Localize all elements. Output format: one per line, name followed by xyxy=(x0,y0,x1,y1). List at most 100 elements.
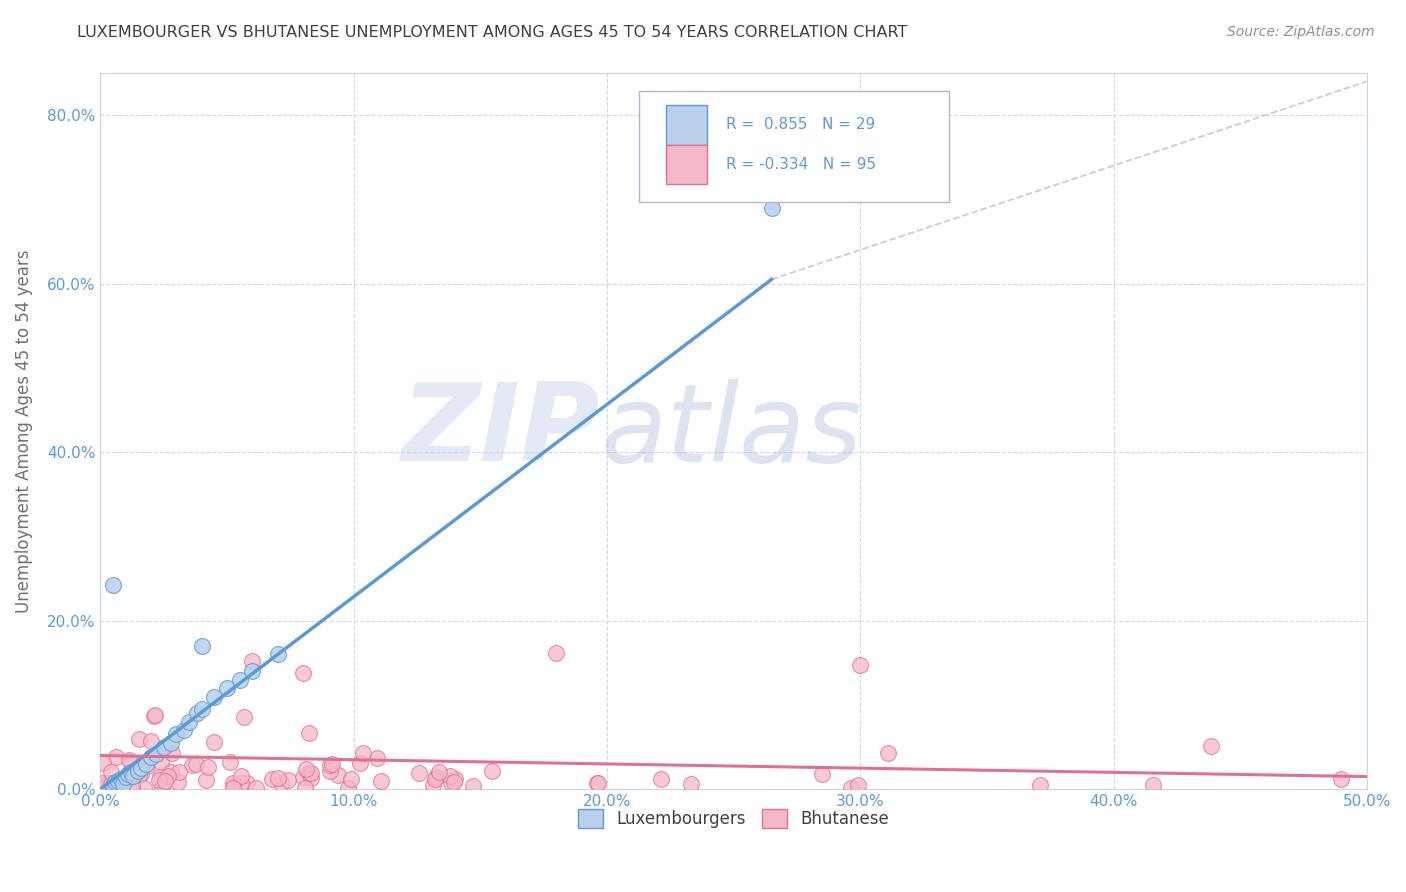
Point xyxy=(292,770,315,784)
Point xyxy=(149,756,172,770)
Point xyxy=(422,779,444,793)
Point xyxy=(127,764,149,778)
Point xyxy=(352,746,374,760)
Point xyxy=(157,769,180,783)
Point xyxy=(222,776,245,790)
Point xyxy=(1199,739,1222,753)
Point xyxy=(202,734,225,748)
Point xyxy=(337,780,360,795)
Point xyxy=(128,731,150,746)
Point xyxy=(104,775,127,789)
Point xyxy=(240,665,263,679)
Point xyxy=(876,746,898,760)
Point xyxy=(427,764,450,779)
Point xyxy=(149,770,172,784)
FancyBboxPatch shape xyxy=(666,105,707,145)
Point xyxy=(136,759,159,773)
Point xyxy=(321,757,343,772)
Point xyxy=(107,773,129,788)
Point xyxy=(177,714,200,729)
Point xyxy=(129,767,152,781)
Point xyxy=(121,780,143,795)
FancyBboxPatch shape xyxy=(666,145,707,184)
Point xyxy=(224,779,246,793)
Point xyxy=(245,780,267,795)
Point xyxy=(153,773,176,788)
Point xyxy=(443,774,465,789)
Point xyxy=(425,770,447,784)
Point xyxy=(291,665,314,680)
Point xyxy=(190,639,212,653)
Point xyxy=(184,756,207,771)
Point xyxy=(160,736,183,750)
Point xyxy=(97,776,120,790)
Point xyxy=(546,646,568,660)
Point xyxy=(167,775,190,789)
Legend: Luxembourgers, Bhutanese: Luxembourgers, Bhutanese xyxy=(571,802,896,835)
Point xyxy=(194,772,217,787)
Point xyxy=(197,760,219,774)
Point xyxy=(167,764,190,779)
Point xyxy=(233,710,256,724)
Point xyxy=(152,740,174,755)
Point xyxy=(270,776,292,790)
Point xyxy=(294,780,316,795)
Point xyxy=(110,772,132,786)
Point xyxy=(105,749,128,764)
Point xyxy=(260,772,283,786)
Point xyxy=(339,772,361,786)
Point xyxy=(228,673,250,687)
Point xyxy=(122,769,145,783)
Text: atlas: atlas xyxy=(600,378,862,483)
Point xyxy=(586,776,609,790)
Point xyxy=(297,765,319,780)
Point xyxy=(328,768,350,782)
Point xyxy=(132,780,155,795)
Point xyxy=(585,776,607,790)
Point xyxy=(135,756,157,771)
Point xyxy=(139,750,162,764)
Point xyxy=(439,769,461,783)
Point xyxy=(91,780,114,795)
Point xyxy=(118,753,141,767)
Point xyxy=(128,768,150,782)
Point xyxy=(299,771,322,785)
Point xyxy=(370,774,392,789)
Point xyxy=(439,776,461,790)
Point xyxy=(101,578,124,592)
Text: Source: ZipAtlas.com: Source: ZipAtlas.com xyxy=(1227,25,1375,39)
Point xyxy=(846,778,869,792)
Y-axis label: Unemployment Among Ages 45 to 54 years: Unemployment Among Ages 45 to 54 years xyxy=(15,250,32,613)
Point xyxy=(148,773,170,788)
Point xyxy=(100,764,122,779)
Point xyxy=(298,726,321,740)
Point xyxy=(121,778,143,792)
Point xyxy=(202,690,225,704)
Point xyxy=(222,780,245,795)
Point xyxy=(91,776,114,790)
Point xyxy=(408,766,430,780)
Point xyxy=(91,756,114,771)
Point xyxy=(186,706,208,721)
Point xyxy=(810,766,832,780)
Point xyxy=(160,746,183,760)
Point xyxy=(849,657,872,672)
Point xyxy=(114,770,136,784)
Point xyxy=(173,723,195,738)
Point xyxy=(235,776,257,790)
Point xyxy=(1029,778,1052,792)
Point xyxy=(150,780,173,795)
Point xyxy=(1142,778,1164,792)
Point xyxy=(145,747,167,761)
Point xyxy=(650,772,672,786)
Text: LUXEMBOURGER VS BHUTANESE UNEMPLOYMENT AMONG AGES 45 TO 54 YEARS CORRELATION CHA: LUXEMBOURGER VS BHUTANESE UNEMPLOYMENT A… xyxy=(77,25,908,40)
Point xyxy=(120,770,142,784)
Point xyxy=(319,764,342,778)
Point xyxy=(276,772,298,787)
Text: R =  0.855   N = 29: R = 0.855 N = 29 xyxy=(725,118,875,132)
Point xyxy=(129,761,152,775)
Point xyxy=(231,769,253,783)
Text: R = -0.334   N = 95: R = -0.334 N = 95 xyxy=(725,157,876,172)
Point xyxy=(444,772,467,787)
Point xyxy=(190,702,212,716)
